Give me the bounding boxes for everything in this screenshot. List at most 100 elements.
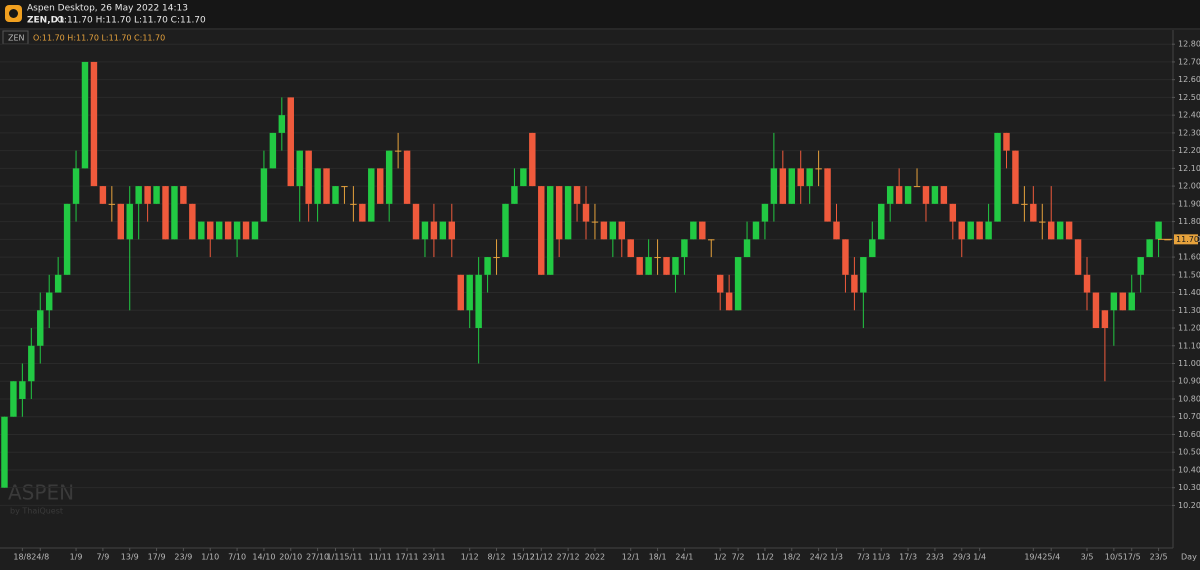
y-tick-label: 10.60 [1178, 430, 1200, 439]
candle-body [314, 168, 321, 204]
x-tick-label: 5/11 [344, 553, 362, 562]
candle-body [493, 257, 500, 259]
candle-body [287, 97, 294, 187]
candle-body [466, 274, 473, 311]
candle-body [37, 310, 44, 346]
candle-body [869, 239, 876, 258]
app-icon-dot [9, 9, 18, 18]
candle-body [394, 150, 402, 152]
candle-body [108, 203, 116, 205]
candle-body [1074, 239, 1082, 275]
candle-body [439, 221, 447, 240]
candle-body [1146, 239, 1153, 258]
candle-body [681, 239, 688, 258]
candle-body [699, 221, 706, 240]
candle-body [1110, 292, 1118, 311]
x-tick-label: 11/11 [369, 553, 392, 562]
candle-body [153, 186, 160, 204]
candle-body [1056, 221, 1064, 240]
candle-body [368, 168, 375, 222]
candle-body [913, 186, 921, 188]
candle-body [967, 221, 974, 240]
last-price-tag [1174, 234, 1198, 245]
candle-body [511, 186, 518, 204]
x-tick-label: 23/11 [422, 553, 445, 562]
candle-body [1012, 150, 1019, 204]
plot: 10.20 10.30 10.40 10.50 10.60 10.70 10.80 10.90… [0, 40, 1200, 562]
candle-body [90, 61, 98, 187]
candle-body [743, 239, 751, 258]
symbol: ZEN,D1 [27, 16, 64, 26]
x-tick-label: 23/5 [1150, 553, 1168, 562]
candle-body [645, 257, 652, 275]
candle-body [117, 203, 124, 240]
candle-body [63, 203, 71, 275]
candle-body [412, 203, 420, 240]
x-tick-label: 15/12 [512, 553, 535, 562]
candle-body [207, 221, 214, 240]
x-tick-label: 10/5 [1105, 553, 1123, 562]
x-tick-label: 3/5 [1081, 553, 1094, 562]
candle-body [538, 186, 545, 275]
candle-body [144, 186, 151, 204]
x-tick-label: 1/10 [201, 553, 219, 562]
legend-ohlc: O:11.70 H:11.70 L:11.70 C:11.70 [33, 34, 165, 43]
x-tick-label: 7/9 [96, 553, 109, 562]
y-tick-label: 12.60 [1178, 75, 1200, 84]
x-tick-label: 17/11 [396, 553, 419, 562]
candle-body [600, 221, 608, 240]
candle-body [296, 150, 303, 187]
candle-body [1137, 257, 1144, 275]
y-tick-label: 10.20 [1178, 501, 1200, 510]
candle-body [224, 221, 232, 240]
candle-body [734, 257, 742, 311]
candle-body [54, 274, 62, 293]
candle-body [761, 203, 769, 222]
period-label: Day [1181, 553, 1197, 562]
window-title: Aspen Desktop, 26 May 2022 14:13 [27, 4, 188, 14]
candle-body [842, 239, 849, 275]
candle-body [716, 274, 724, 293]
candle-body [81, 61, 89, 169]
candle-body [385, 150, 393, 204]
candle-body [922, 186, 930, 204]
x-tick-label: 7/10 [228, 553, 246, 562]
y-tick-label: 12.40 [1178, 111, 1200, 120]
candle-body [797, 168, 804, 187]
candle-body [332, 186, 339, 204]
candle-body [233, 221, 241, 240]
x-tick-label: 17/5 [1123, 553, 1141, 562]
last-price-label: 11.70 [1176, 235, 1199, 244]
x-tick-label: 27/12 [557, 553, 580, 562]
candle-body [958, 221, 965, 240]
candle-body [72, 168, 80, 204]
candle-body [591, 221, 599, 223]
candle-body [1128, 292, 1135, 311]
candle-body [654, 257, 661, 259]
x-tick-label: 14/10 [252, 553, 275, 562]
candle-body [323, 168, 330, 204]
y-tick-label: 11.60 [1178, 253, 1200, 262]
y-tick-label: 12.30 [1178, 128, 1200, 137]
candle-body [582, 203, 590, 222]
candle-body [627, 239, 634, 258]
x-tick-label: 2022 [585, 553, 605, 562]
x-tick-label: 11/3 [872, 553, 890, 562]
x-tick-label: 7/3 [857, 553, 870, 562]
candle-body [824, 168, 831, 222]
candle-body [1155, 221, 1162, 240]
candle-body [851, 274, 858, 293]
candle-body [215, 221, 223, 240]
x-tick-label: 17/3 [899, 553, 917, 562]
y-tick-label: 12.10 [1178, 164, 1200, 173]
candle-body [430, 221, 438, 240]
x-tick-label: 29/3 [953, 553, 971, 562]
y-tick-label: 11.90 [1178, 199, 1200, 208]
title-bar [0, 0, 1200, 28]
x-tick-label: 23/3 [926, 553, 944, 562]
x-tick-label: 18/8 [13, 553, 31, 562]
candle-body [341, 186, 348, 188]
candle-body [251, 221, 259, 240]
candle-body [520, 168, 527, 187]
